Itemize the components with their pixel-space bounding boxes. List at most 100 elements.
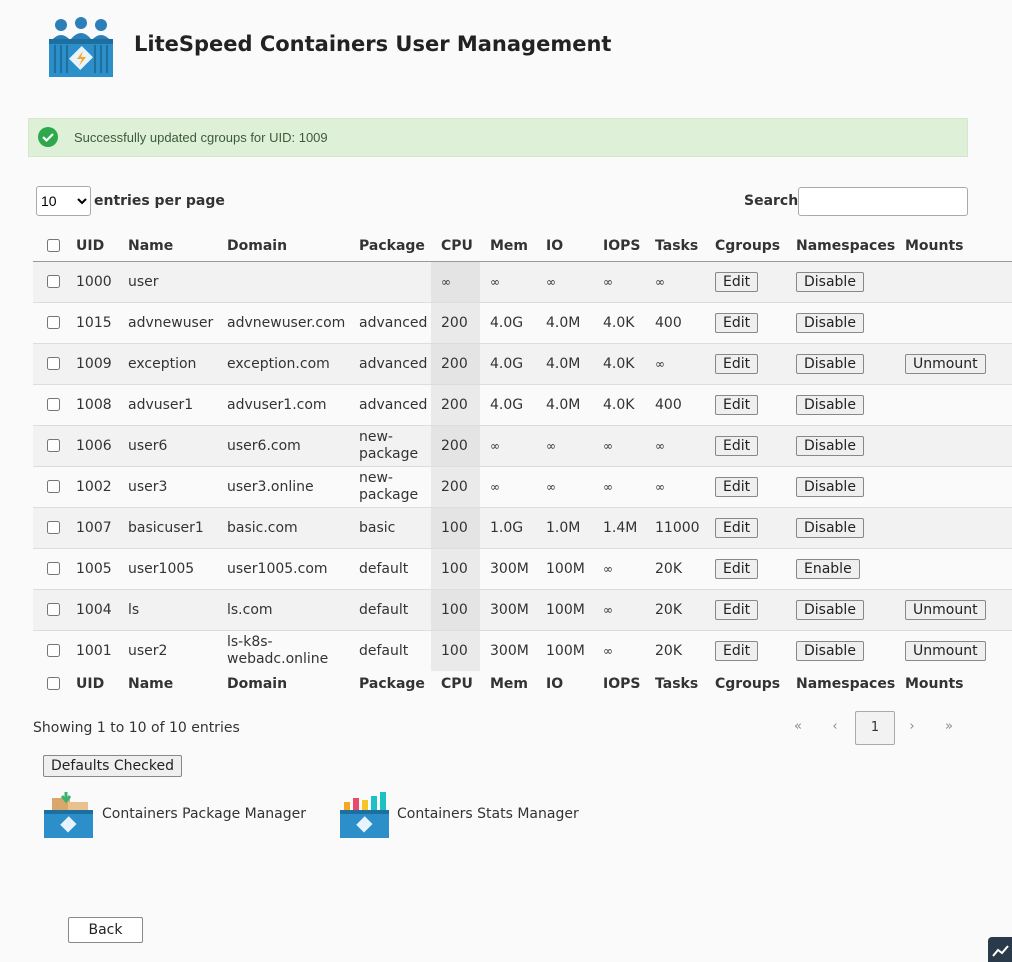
cgroups-button[interactable]: Edit xyxy=(715,559,759,579)
column-footer-cell xyxy=(33,671,66,697)
package-manager-link[interactable]: Containers Package Manager xyxy=(102,806,307,822)
namespaces-button[interactable]: Disable xyxy=(796,395,864,415)
stats-manager-link[interactable]: Containers Stats Manager xyxy=(397,806,579,822)
package-cell: default xyxy=(349,589,431,631)
cgroups-cell: Edit xyxy=(705,630,786,671)
cpu-value: 200 xyxy=(441,355,468,372)
column-header-cell: Domain xyxy=(217,230,349,262)
page-link[interactable]: › xyxy=(909,719,915,734)
namespaces-button[interactable]: Disable xyxy=(796,641,864,661)
package-cell: advanced xyxy=(349,302,431,344)
row-checkbox[interactable] xyxy=(47,438,60,452)
package-value: advanced xyxy=(359,396,428,413)
cgroups-button[interactable]: Edit xyxy=(715,518,759,538)
package-cell: default xyxy=(349,548,431,590)
namespaces-button[interactable]: Disable xyxy=(796,354,864,374)
defaults-checked-button[interactable]: Defaults Checked xyxy=(43,755,182,777)
checkbox-cell xyxy=(33,589,66,631)
iops-cell: 4.0K xyxy=(593,343,645,385)
cgroups-button[interactable]: Edit xyxy=(715,600,759,620)
select-all-checkbox[interactable] xyxy=(47,238,60,252)
io-cell: 1.0M xyxy=(536,507,593,549)
mounts-button[interactable]: Unmount xyxy=(905,600,986,620)
io-value: 4.0M xyxy=(546,314,581,331)
page-link[interactable]: ‹ xyxy=(832,719,838,734)
namespaces-button[interactable]: Disable xyxy=(796,313,864,333)
cgroups-button[interactable]: Edit xyxy=(715,354,759,374)
cgroups-cell: Edit xyxy=(705,425,786,467)
io-cell: ∞ xyxy=(536,466,593,508)
row-checkbox[interactable] xyxy=(47,397,60,411)
row-checkbox[interactable] xyxy=(47,274,60,288)
row-checkbox[interactable] xyxy=(47,520,60,534)
back-button[interactable]: Back xyxy=(68,917,143,943)
header-row: UID Name Domain Package CPU Mem IO IOPS Tasks Cgr… xyxy=(33,230,1012,262)
page-link[interactable]: 1 xyxy=(855,711,895,745)
name-cell: user3 xyxy=(118,466,217,508)
user-row: 1006 user6 user6.com new-package 200 ∞ ∞ ∞ ∞ Edit… xyxy=(33,425,1012,467)
page-link[interactable]: « xyxy=(794,719,802,734)
mem-value: 300M xyxy=(490,601,529,618)
io-cell: 4.0M xyxy=(536,302,593,344)
mem-cell: 4.0G xyxy=(480,343,536,385)
row-checkbox[interactable] xyxy=(47,315,60,329)
column-footer-cell: UID xyxy=(76,676,105,692)
row-checkbox[interactable] xyxy=(47,356,60,370)
package-cell: advanced xyxy=(349,384,431,426)
cgroups-button[interactable]: Edit xyxy=(715,313,759,333)
cgroups-button[interactable]: Edit xyxy=(715,272,759,292)
column-header-cell: UID xyxy=(66,230,118,262)
row-checkbox[interactable] xyxy=(47,479,60,493)
name-value: ls xyxy=(128,601,140,618)
page-length-select[interactable]: 10 xyxy=(36,186,91,216)
page-link[interactable]: » xyxy=(945,719,953,734)
mounts-button[interactable]: Unmount xyxy=(905,641,986,661)
io-value: ∞ xyxy=(546,274,556,289)
name-cell: user1005 xyxy=(118,548,217,590)
mounts-button[interactable]: Unmount xyxy=(905,354,986,374)
tasks-value: ∞ xyxy=(655,479,665,494)
select-all-checkbox[interactable] xyxy=(47,677,60,690)
row-checkbox[interactable] xyxy=(47,561,60,575)
namespaces-cell: Disable xyxy=(786,507,895,549)
search-input[interactable] xyxy=(798,187,968,216)
tasks-value: 20K xyxy=(655,601,682,618)
column-footer-cell: IO xyxy=(546,676,564,692)
table-info: Showing 1 to 10 of 10 entries xyxy=(33,720,240,736)
namespaces-button[interactable]: Disable xyxy=(796,436,864,456)
tasks-cell: ∞ xyxy=(645,343,705,385)
io-value: 100M xyxy=(546,560,585,577)
column-header-cell xyxy=(33,230,66,262)
domain-cell: basic.com xyxy=(217,507,349,549)
name-cell: ls xyxy=(118,589,217,631)
cgroups-button[interactable]: Edit xyxy=(715,436,759,456)
alert-message: Successfully updated cgroups for UID: 10… xyxy=(74,130,328,145)
iops-value: 1.4M xyxy=(603,519,638,536)
mem-value: 4.0G xyxy=(490,314,524,331)
cgroups-button[interactable]: Edit xyxy=(715,395,759,415)
stats-widget-icon[interactable] xyxy=(988,937,1012,962)
namespaces-button[interactable]: Disable xyxy=(796,272,864,292)
mem-value: 4.0G xyxy=(490,355,524,372)
iops-cell: 4.0K xyxy=(593,302,645,344)
cpu-cell: ∞ xyxy=(431,261,480,303)
tasks-cell: 20K xyxy=(645,589,705,631)
domain-value: user6.com xyxy=(227,437,301,454)
namespaces-button[interactable]: Disable xyxy=(796,477,864,497)
row-checkbox[interactable] xyxy=(47,602,60,616)
namespaces-button[interactable]: Enable xyxy=(796,559,860,579)
package-manager-icon xyxy=(44,792,93,838)
namespaces-button[interactable]: Disable xyxy=(796,518,864,538)
uid-value: 1008 xyxy=(76,396,112,413)
name-value: user xyxy=(128,273,159,290)
namespaces-button[interactable]: Disable xyxy=(796,600,864,620)
cgroups-button[interactable]: Edit xyxy=(715,477,759,497)
cgroups-button[interactable]: Edit xyxy=(715,641,759,661)
cpu-cell: 200 xyxy=(431,343,480,385)
mem-value: 4.0G xyxy=(490,396,524,413)
iops-value: ∞ xyxy=(603,479,613,494)
row-checkbox[interactable] xyxy=(47,643,60,657)
uid-value: 1015 xyxy=(76,314,112,331)
iops-cell: ∞ xyxy=(593,630,645,671)
